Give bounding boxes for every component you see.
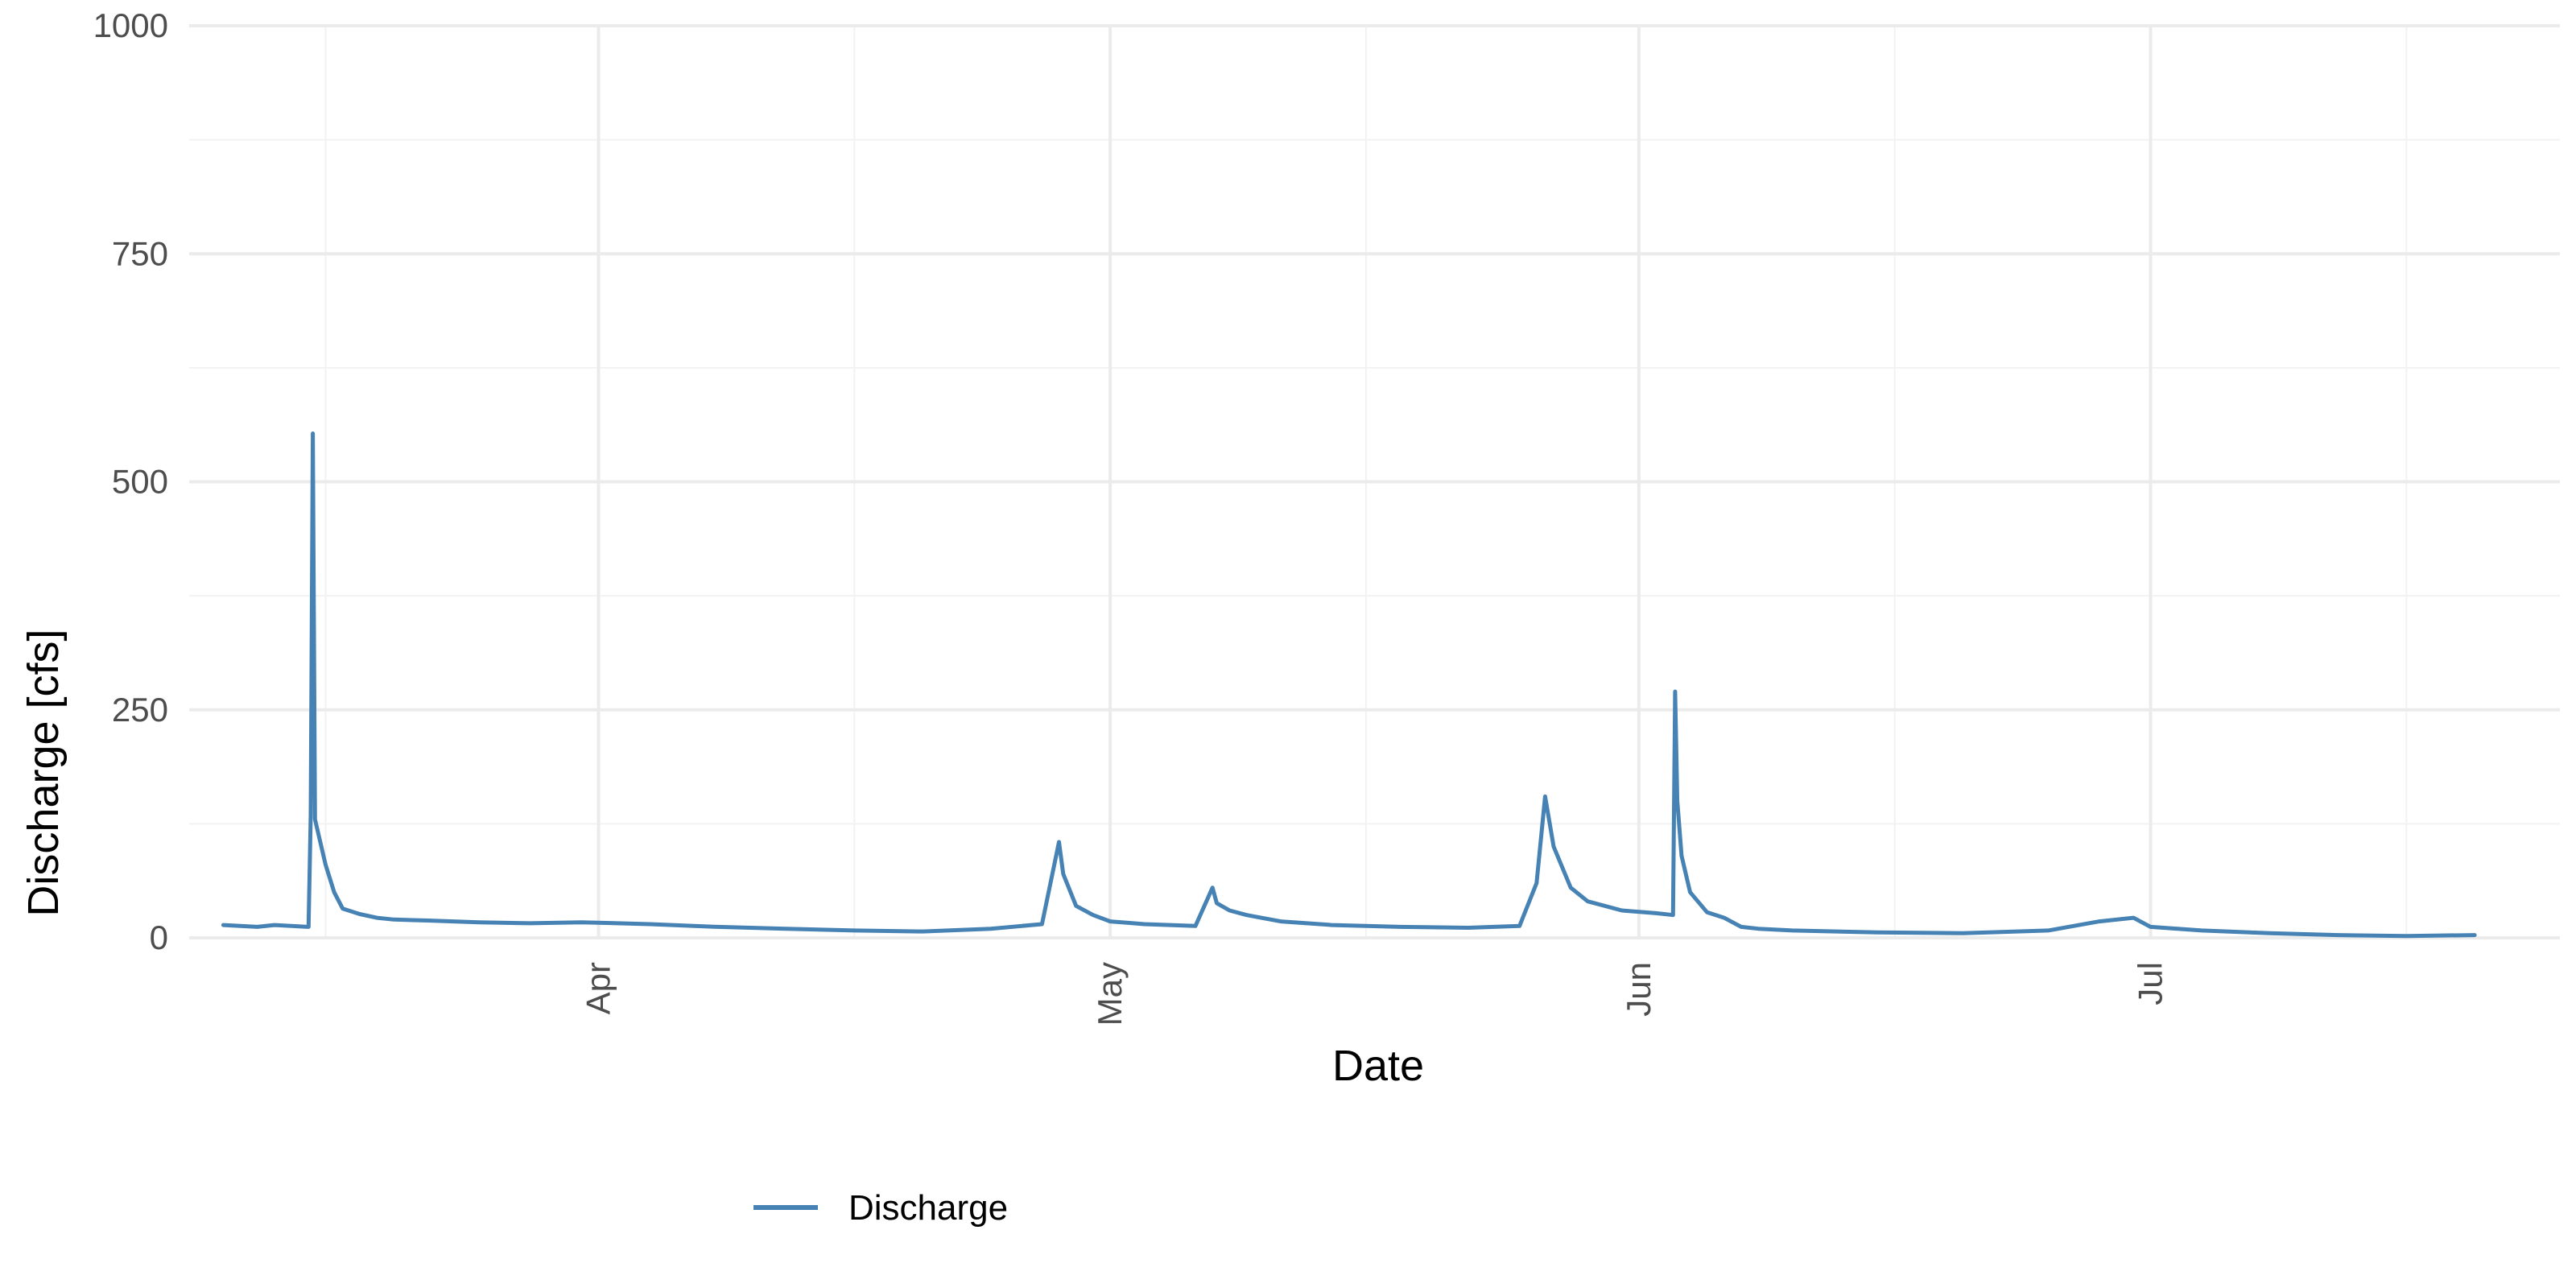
legend: Discharge (753, 1188, 1008, 1228)
y-tick-label: 1000 (93, 6, 168, 44)
series-line-discharge (221, 431, 2477, 939)
x-axis-title: Date (1332, 1042, 1424, 1090)
legend-label-discharge: Discharge (848, 1188, 1008, 1228)
major-gridlines (189, 24, 2560, 939)
x-axis-ticks: Apr May Jun Jul (579, 962, 2169, 1026)
x-tick-label: Jul (2132, 962, 2169, 1005)
y-tick-label: 250 (112, 691, 168, 729)
y-axis-title: Discharge [cfs] (19, 629, 68, 916)
x-tick-label: Apr (579, 962, 617, 1014)
x-tick-label: Jun (1620, 962, 1657, 1017)
x-tick-label: May (1091, 962, 1129, 1026)
y-tick-label: 750 (112, 234, 168, 272)
y-axis-ticks: 0 250 500 750 1000 (93, 6, 168, 956)
y-tick-label: 0 (150, 919, 168, 956)
y-tick-label: 500 (112, 463, 168, 501)
